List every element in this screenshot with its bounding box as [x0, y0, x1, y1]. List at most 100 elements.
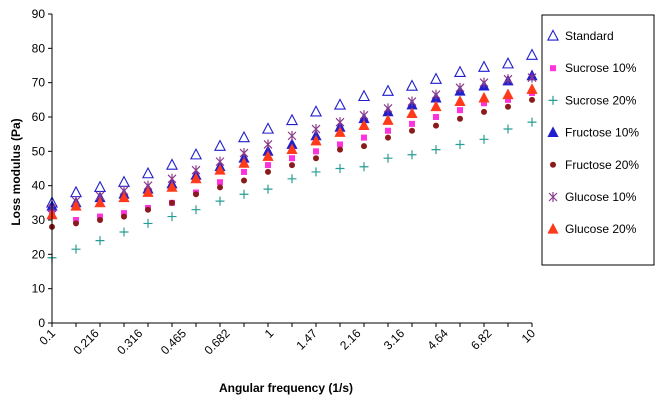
- data-point: [71, 244, 81, 254]
- y-tick-label: 70: [32, 76, 46, 90]
- data-point: [432, 122, 439, 129]
- legend-marker: [547, 222, 559, 234]
- data-point: [120, 213, 127, 220]
- data-point: [166, 181, 178, 192]
- data-point: [93, 180, 107, 193]
- data-point: [525, 48, 539, 60]
- data-point: [289, 155, 295, 162]
- data-point: [503, 124, 513, 134]
- data-point: [453, 65, 467, 78]
- legend-label: Sucrose 20%: [565, 93, 637, 107]
- x-tick-label: 1: [262, 326, 277, 341]
- data-point: [337, 146, 344, 153]
- data-point: [431, 89, 441, 100]
- data-point: [311, 167, 321, 177]
- data-point: [238, 157, 250, 168]
- data-point: [385, 134, 392, 141]
- data-point: [286, 143, 298, 155]
- data-point: [385, 127, 392, 134]
- data-point: [190, 172, 202, 184]
- legend-label: Sucrose 10%: [565, 61, 637, 75]
- data-point: [333, 98, 347, 110]
- data-point: [529, 96, 535, 103]
- x-tick-label: 0.682: [202, 326, 233, 357]
- y-tick-label: 80: [32, 41, 46, 55]
- data-point: [263, 139, 273, 150]
- data-point: [408, 127, 415, 134]
- data-point: [119, 227, 129, 237]
- data-point: [381, 84, 395, 96]
- data-point: [430, 100, 442, 112]
- x-tick-label: 1.47: [294, 326, 321, 353]
- y-tick-label: 0: [38, 316, 45, 330]
- data-point: [383, 153, 393, 163]
- series-glucose-20: [46, 83, 538, 220]
- data-point: [311, 124, 321, 135]
- data-point: [217, 179, 224, 186]
- data-point: [335, 117, 345, 128]
- data-point: [478, 91, 490, 103]
- y-tick-label: 60: [32, 110, 46, 124]
- data-point: [213, 139, 227, 151]
- data-point: [457, 115, 464, 122]
- x-axis-title: Angular frequency (1/s): [219, 381, 353, 395]
- data-point: [97, 217, 104, 223]
- data-point: [118, 191, 130, 203]
- legend-marker: [546, 29, 560, 41]
- y-tick-label: 40: [32, 179, 46, 193]
- data-point: [360, 134, 367, 141]
- data-point: [382, 114, 394, 125]
- y-tick-label: 20: [32, 247, 46, 261]
- data-point: [455, 82, 465, 93]
- series-glucose-10: [47, 72, 537, 213]
- data-point: [527, 117, 537, 127]
- legend-marker: [550, 161, 556, 168]
- data-point: [165, 158, 179, 170]
- data-point: [504, 96, 511, 103]
- data-point: [359, 110, 369, 121]
- data-point: [335, 164, 345, 173]
- x-tick-label: 4.64: [424, 326, 451, 353]
- legend-label: Glucose 10%: [565, 190, 637, 204]
- data-point: [287, 130, 297, 141]
- data-point: [120, 210, 127, 217]
- series-sucrose-10: [49, 89, 535, 223]
- y-axis: 0 10 20 30 40 50 60 70 80 90: [32, 7, 53, 330]
- data-point: [405, 79, 419, 91]
- data-point: [237, 130, 251, 143]
- data-point: [501, 57, 515, 69]
- x-tick-label: 0.216: [71, 326, 102, 357]
- data-point: [97, 213, 104, 220]
- data-point: [264, 162, 271, 169]
- data-point: [313, 148, 320, 155]
- series-fructose-20: [49, 96, 535, 230]
- data-point: [192, 191, 199, 198]
- data-point: [313, 155, 320, 162]
- data-point: [502, 88, 514, 100]
- data-point: [264, 168, 271, 175]
- y-tick-label: 90: [32, 7, 46, 21]
- data-point: [239, 148, 249, 159]
- data-point: [481, 108, 488, 115]
- data-point: [168, 199, 175, 206]
- data-point: [263, 184, 273, 194]
- x-tick-label: 3.16: [381, 326, 408, 353]
- data-point: [94, 196, 106, 208]
- data-point: [477, 60, 491, 72]
- legend-label: Glucose 20%: [565, 222, 637, 236]
- series-sucrose-20: [47, 117, 537, 263]
- data-point: [189, 147, 203, 160]
- data-point: [217, 184, 224, 191]
- data-point: [117, 175, 130, 187]
- y-tick-label: 30: [32, 213, 46, 227]
- data-point: [287, 174, 297, 184]
- data-point: [454, 95, 466, 106]
- data-point: [358, 119, 370, 130]
- legend-label: Fructose 10%: [565, 126, 639, 140]
- legend-marker: [548, 192, 558, 202]
- data-point: [73, 220, 80, 227]
- legend-label: Fructose 20%: [565, 158, 639, 172]
- data-point: [285, 113, 299, 126]
- data-point: [479, 134, 489, 144]
- data-point: [214, 163, 226, 175]
